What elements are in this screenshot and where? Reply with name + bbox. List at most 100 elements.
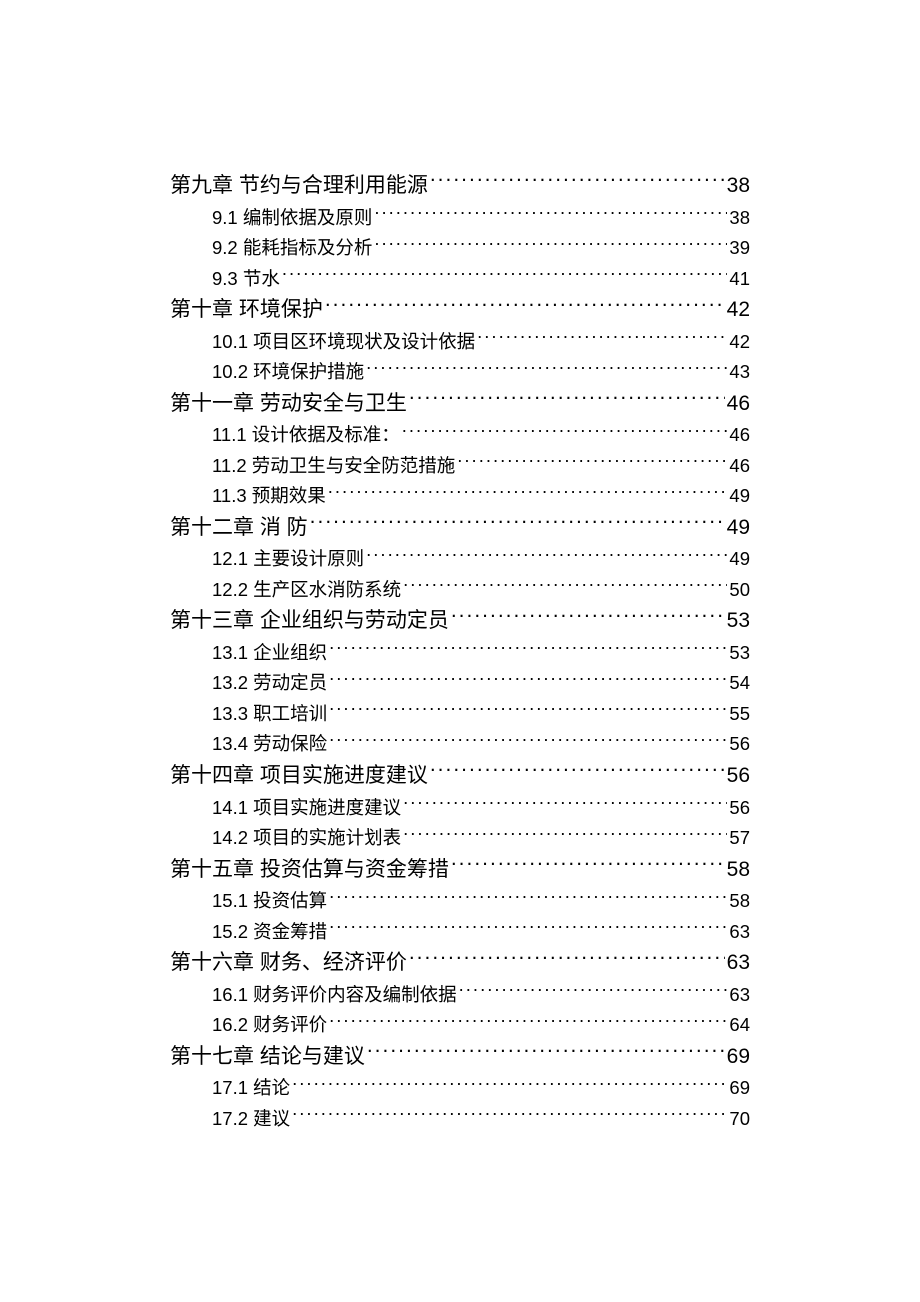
toc-entry-title: 15.2 资金筹措	[212, 917, 327, 948]
toc-entry-page-number: 49	[729, 544, 750, 575]
toc-entry-title: 11.1 设计依据及标准：	[212, 420, 400, 451]
toc-entry-page-number: 41	[729, 264, 750, 295]
toc-leader-dots	[430, 761, 725, 782]
toc-entry-title: 17.2 建议	[212, 1104, 290, 1135]
toc-entry-title: 第十六章 财务、经济评价	[170, 947, 407, 980]
toc-entry-title: 9.3 节水	[212, 264, 280, 295]
toc-entry-page-number: 49	[729, 481, 750, 512]
toc-entry-title: 第十四章 项目实施进度建议	[170, 760, 428, 793]
toc-leader-dots	[329, 640, 727, 659]
toc-section-entry: 13.2 劳动定员54	[170, 668, 750, 699]
toc-entry-page-number: 38	[727, 170, 750, 203]
toc-leader-dots	[451, 855, 725, 876]
toc-leader-dots	[367, 1042, 725, 1063]
toc-section-entry: 13.4 劳动保险56	[170, 729, 750, 760]
toc-leader-dots	[451, 606, 725, 627]
toc-entry-title: 9.1 编制依据及原则	[212, 203, 372, 234]
toc-section-entry: 9.2 能耗指标及分析 39	[170, 233, 750, 264]
toc-entry-title: 16.2 财务评价	[212, 1010, 327, 1041]
toc-leader-dots	[374, 205, 727, 224]
toc-leader-dots	[366, 360, 727, 379]
toc-leader-dots	[328, 484, 728, 503]
toc-leader-dots	[325, 295, 725, 316]
toc-entry-page-number: 64	[729, 1010, 750, 1041]
toc-entry-title: 10.2 环境保护措施	[212, 357, 364, 388]
toc-leader-dots	[292, 1106, 727, 1125]
toc-leader-dots	[329, 671, 727, 690]
toc-chapter-entry: 第十四章 项目实施进度建议56	[170, 760, 750, 793]
toc-entry-title: 12.2 生产区水消防系统	[212, 575, 401, 606]
toc-section-entry: 10.2 环境保护措施 43	[170, 357, 750, 388]
toc-leader-dots	[329, 889, 727, 908]
toc-leader-dots	[403, 795, 727, 814]
toc-leader-dots	[403, 826, 727, 845]
document-page: 第九章 节约与合理利用能源 389.1 编制依据及原则 38 9.2 能耗指标及分析 3…	[0, 0, 920, 1302]
toc-section-entry: 13.3 职工培训55	[170, 699, 750, 730]
toc-section-entry: 15.1 投资估算58	[170, 886, 750, 917]
toc-section-entry: 11.1 设计依据及标准： 46	[170, 420, 750, 451]
toc-chapter-entry: 第十七章 结论与建议 69	[170, 1041, 750, 1074]
toc-entry-page-number: 69	[729, 1073, 750, 1104]
toc-entry-title: 第九章 节约与合理利用能源	[170, 170, 428, 203]
toc-section-entry: 11.2 劳动卫生与安全防范措施 46	[170, 451, 750, 482]
toc-section-entry: 14.2 项目的实施计划表 57	[170, 823, 750, 854]
toc-entry-title: 13.1 企业组织	[212, 638, 327, 669]
toc-leader-dots	[402, 423, 728, 442]
toc-section-entry: 9.3 节水 41	[170, 264, 750, 295]
toc-section-entry: 10.1 项目区环境现状及设计依据42	[170, 327, 750, 358]
toc-entry-page-number: 55	[729, 699, 750, 730]
toc-leader-dots	[310, 513, 725, 534]
toc-leader-dots	[409, 948, 725, 969]
toc-section-entry: 16.1 财务评价内容及编制依据63	[170, 980, 750, 1011]
toc-entry-title: 15.1 投资估算	[212, 886, 327, 917]
toc-entry-page-number: 69	[727, 1041, 750, 1074]
toc-entry-title: 14.2 项目的实施计划表	[212, 823, 401, 854]
toc-leader-dots	[329, 701, 727, 720]
toc-leader-dots	[366, 547, 727, 566]
toc-section-entry: 14.1 项目实施进度建议56	[170, 793, 750, 824]
toc-entry-page-number: 42	[727, 294, 750, 327]
toc-leader-dots	[329, 732, 727, 751]
toc-entry-page-number: 43	[729, 357, 750, 388]
toc-chapter-entry: 第十章 环境保护42	[170, 294, 750, 327]
toc-section-entry: 15.2 资金筹措 63	[170, 917, 750, 948]
toc-section-entry: 12.1 主要设计原则 49	[170, 544, 750, 575]
toc-entry-page-number: 46	[729, 420, 750, 451]
toc-entry-title: 第十五章 投资估算与资金筹措	[170, 854, 449, 887]
toc-entry-title: 第十二章 消 防	[170, 512, 308, 545]
toc-section-entry: 16.2 财务评价 64	[170, 1010, 750, 1041]
toc-entry-page-number: 70	[729, 1104, 750, 1135]
toc-leader-dots	[457, 453, 727, 472]
toc-entry-page-number: 50	[729, 575, 750, 606]
toc-leader-dots	[292, 1076, 727, 1095]
toc-leader-dots	[430, 171, 725, 192]
toc-entry-page-number: 56	[729, 793, 750, 824]
toc-section-entry: 11.3 预期效果 49	[170, 481, 750, 512]
toc-entry-title: 第十三章 企业组织与劳动定员	[170, 605, 449, 638]
toc-entry-title: 11.2 劳动卫生与安全防范措施	[212, 451, 455, 482]
toc-leader-dots	[374, 236, 727, 255]
toc-entry-title: 第十一章 劳动安全与卫生	[170, 388, 407, 421]
toc-leader-dots	[459, 982, 728, 1001]
toc-entry-page-number: 46	[729, 451, 750, 482]
toc-entry-title: 第十七章 结论与建议	[170, 1041, 365, 1074]
toc-entry-title: 12.1 主要设计原则	[212, 544, 364, 575]
toc-entry-page-number: 63	[729, 917, 750, 948]
toc-entry-page-number: 39	[729, 233, 750, 264]
toc-entry-page-number: 46	[727, 388, 750, 421]
toc-leader-dots	[477, 329, 727, 348]
toc-entry-page-number: 63	[727, 947, 750, 980]
toc-section-entry: 12.2 生产区水消防系统 50	[170, 575, 750, 606]
toc-entry-page-number: 63	[729, 980, 750, 1011]
toc-chapter-entry: 第十三章 企业组织与劳动定员53	[170, 605, 750, 638]
toc-entry-page-number: 56	[729, 729, 750, 760]
toc-entry-page-number: 54	[729, 668, 750, 699]
toc-chapter-entry: 第十二章 消 防49	[170, 512, 750, 545]
toc-section-entry: 17.2 建议 70	[170, 1104, 750, 1135]
table-of-contents: 第九章 节约与合理利用能源 389.1 编制依据及原则 38 9.2 能耗指标及分析 3…	[170, 170, 750, 1134]
toc-leader-dots	[403, 577, 727, 596]
toc-entry-title: 11.3 预期效果	[212, 481, 326, 512]
toc-entry-title: 9.2 能耗指标及分析	[212, 233, 372, 264]
toc-chapter-entry: 第九章 节约与合理利用能源 38	[170, 170, 750, 203]
toc-entry-page-number: 57	[729, 823, 750, 854]
